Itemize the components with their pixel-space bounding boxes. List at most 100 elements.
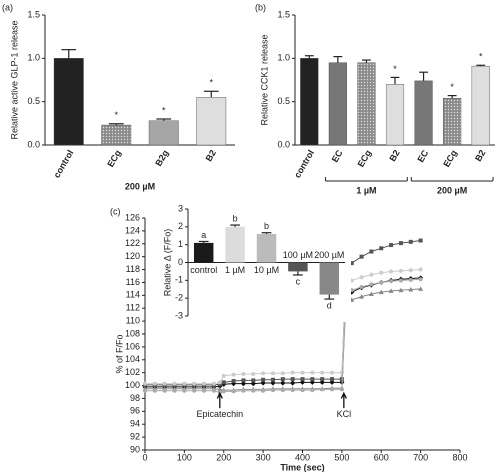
group-letter: b [233,213,238,223]
marker [320,387,325,392]
x-tick-label: ECg [105,148,123,169]
y-tick-label: 118 [126,264,140,274]
marker [388,288,394,293]
panel-label: (c) [110,206,121,216]
marker [379,270,384,275]
x-tick-label: 1 µM [225,265,245,275]
marker [251,371,256,376]
x-tick-label: 400 [295,452,310,462]
annotation-arrow [340,391,347,409]
marker [408,239,413,244]
y-tick-label: 108 [125,328,140,338]
bar [148,120,179,146]
marker [280,371,285,376]
marker [310,377,315,382]
marker [290,377,295,382]
marker [241,388,246,393]
bar [414,80,433,146]
marker [330,387,335,392]
marker [211,388,216,393]
y-tick-label: 90 [130,444,140,454]
x-tick-label: EC [415,148,430,164]
y-tick-label: 3 [178,203,183,213]
marker [261,371,266,376]
marker [280,388,285,393]
marker [369,272,374,277]
marker [389,269,394,274]
group-letter: d [327,300,332,310]
marker [408,287,414,292]
marker [202,388,207,393]
marker [270,371,275,376]
marker [320,377,325,382]
marker [143,388,147,393]
marker [300,377,305,382]
annotation-text: Epicatechin [197,409,244,419]
x-tick-label: 700 [413,452,428,462]
significance-star: * [393,64,397,74]
y-tick-label: 2 [178,221,183,231]
marker [310,370,315,375]
marker [330,377,335,382]
marker [231,389,236,394]
panel-label: (a) [2,2,13,12]
significance-star: * [209,78,213,88]
marker [192,388,197,393]
marker [310,388,315,393]
marker [378,289,384,295]
marker [320,370,325,375]
bar [300,58,319,146]
marker [231,372,236,377]
marker [162,388,167,393]
x-tick-label: 800 [452,452,467,462]
y-tick-label: 1 [178,239,183,249]
y-tick-label: 100 [125,380,140,390]
y-tick-label: 116 [126,277,140,287]
y-tick-label: 122 [125,238,140,248]
bar [357,62,376,146]
y-tick-label: 114 [126,290,140,300]
x-tick-label: ECg [441,148,459,169]
significance-star: * [162,105,166,115]
marker [231,379,236,384]
y-axis-label: Relative CCK1 release [259,34,269,125]
group-label: 200 µM [125,181,155,191]
x-tick-label: B2g [153,148,170,168]
y-axis-label: Relative active GLP-1 release [9,20,19,139]
marker [368,291,374,297]
y-tick-label: -1 [175,275,183,285]
y-tick-label: 126 [125,212,140,222]
x-tick-label: ECg [356,148,374,169]
marker [290,380,296,386]
marker [217,380,222,385]
y-tick-label: -2 [175,293,183,303]
annotation-arrow [216,391,223,409]
marker [261,388,266,393]
marker [251,378,256,383]
marker [240,381,247,387]
y-tick-label: 102 [125,367,140,377]
x-axis-label: Time (sec) [280,462,324,472]
y-tick-label: 92 [130,431,140,441]
marker [251,388,256,393]
marker [359,294,365,299]
marker [349,261,354,266]
x-tick-label: B2 [387,148,401,163]
x-tick-label: control [190,265,217,275]
group-letter: c [296,276,301,286]
y-axis-label: % of F/Fo [114,334,124,373]
x-tick-label: 0 [142,452,147,462]
x-tick-label: EC [330,148,345,164]
marker [339,387,344,392]
significance-star: * [114,110,118,120]
bar [256,233,277,263]
y-tick-label: 1.0 [27,53,40,63]
inset-background [158,205,351,322]
marker [221,380,226,385]
marker [172,388,177,393]
x-tick-label: 100 µM [283,250,313,260]
marker [290,388,295,393]
x-tick-label: control [292,148,316,179]
x-tick-label: 600 [374,452,389,462]
